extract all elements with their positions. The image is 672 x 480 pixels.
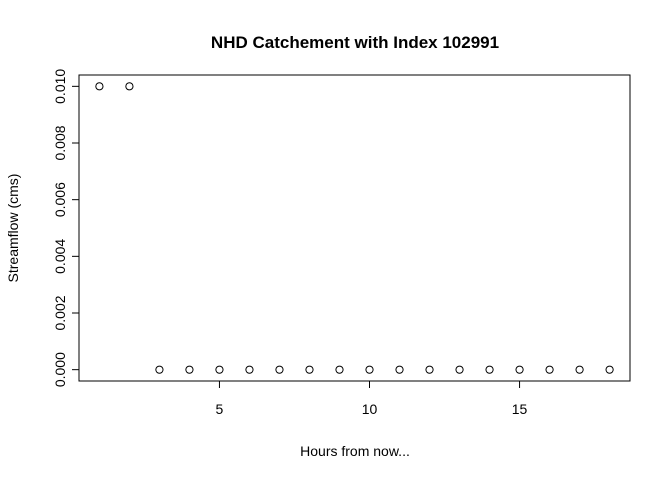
data-point bbox=[515, 365, 524, 374]
data-points bbox=[95, 82, 614, 374]
data-point bbox=[395, 365, 404, 374]
y-tick-label: 0.004 bbox=[52, 239, 68, 274]
data-point bbox=[185, 365, 194, 374]
data-point bbox=[485, 365, 494, 374]
data-point bbox=[305, 365, 314, 374]
data-point bbox=[215, 365, 224, 374]
data-point bbox=[455, 365, 464, 374]
y-tick-label: 0.006 bbox=[52, 182, 68, 217]
data-point bbox=[275, 365, 284, 374]
x-tick-label: 10 bbox=[362, 401, 378, 417]
y-tick-label: 0.000 bbox=[52, 352, 68, 387]
y-tick-label: 0.010 bbox=[52, 69, 68, 104]
x-axis-label: Hours from now... bbox=[300, 443, 410, 459]
x-tick-label: 5 bbox=[216, 401, 224, 417]
data-point bbox=[545, 365, 554, 374]
data-point bbox=[605, 365, 614, 374]
x-axis: 5 10 15 bbox=[216, 380, 528, 417]
data-point bbox=[125, 82, 134, 91]
y-tick-label: 0.002 bbox=[52, 295, 68, 330]
x-tick-label: 15 bbox=[512, 401, 528, 417]
data-point bbox=[335, 365, 344, 374]
y-axis-label: Streamflow (cms) bbox=[5, 174, 21, 283]
chart-title: NHD Catchement with Index 102991 bbox=[211, 33, 499, 52]
data-point bbox=[425, 365, 434, 374]
plot-frame bbox=[78, 74, 631, 382]
data-point bbox=[95, 82, 104, 91]
data-point bbox=[245, 365, 254, 374]
data-point bbox=[365, 365, 374, 374]
data-point bbox=[155, 365, 164, 374]
y-tick-label: 0.008 bbox=[52, 125, 68, 160]
y-axis: 0.000 0.002 0.004 0.006 0.008 0.010 bbox=[52, 69, 80, 387]
data-point bbox=[575, 365, 584, 374]
